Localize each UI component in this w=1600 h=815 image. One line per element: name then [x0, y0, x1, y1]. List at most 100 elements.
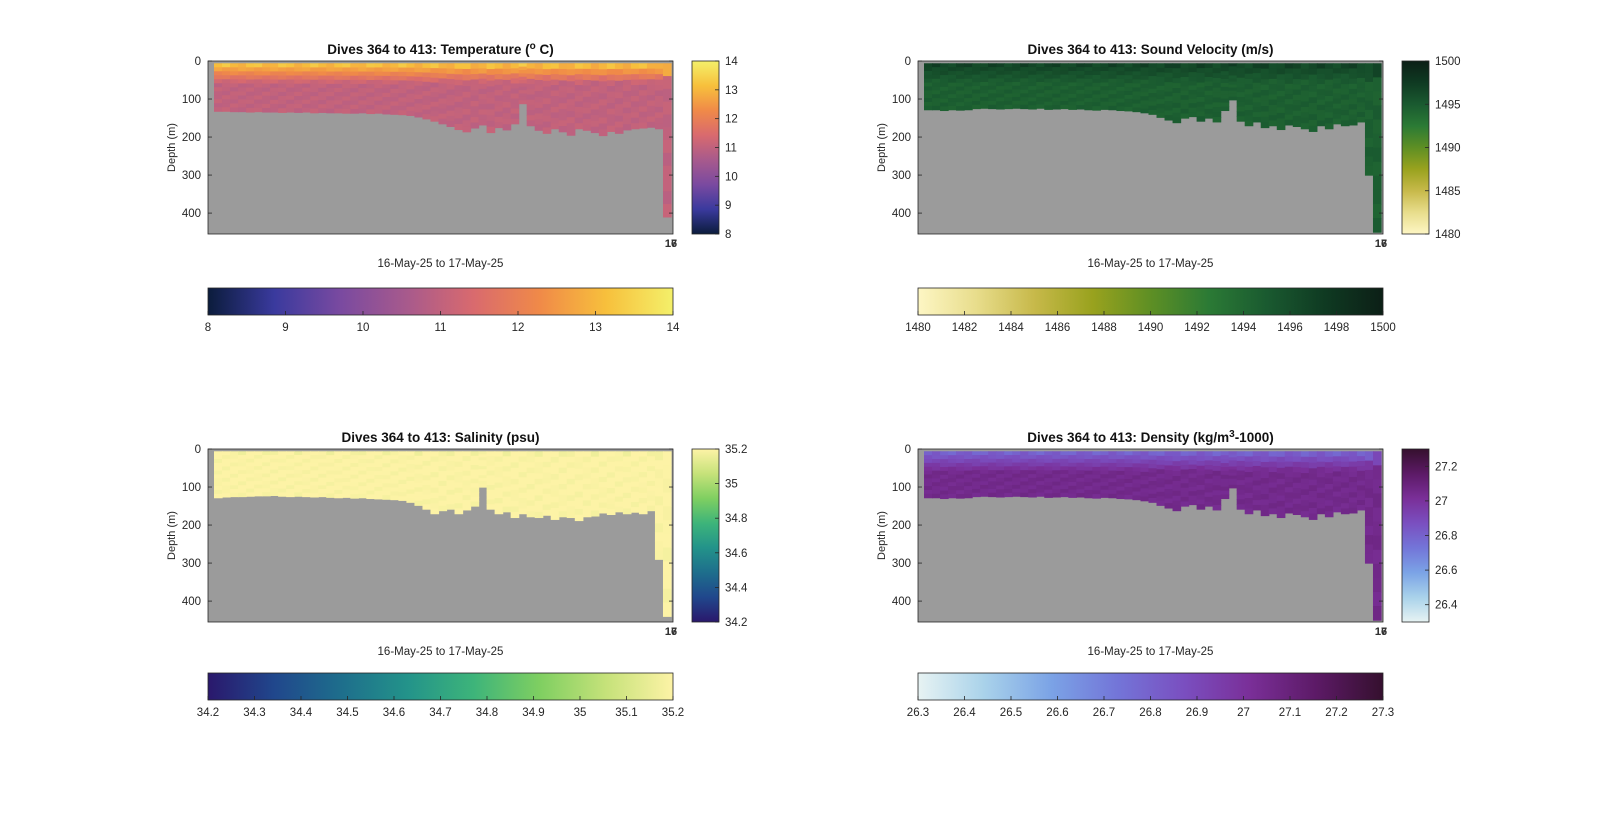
profile-cell	[1044, 481, 1053, 487]
profile-cell	[1332, 78, 1342, 85]
profile-cell	[622, 503, 632, 510]
profile-cell	[948, 459, 957, 464]
profile-cell	[1332, 471, 1342, 478]
profile-cell	[1220, 451, 1230, 456]
profile-cell	[1252, 77, 1262, 84]
profile-cell	[398, 93, 408, 99]
profile-cell	[1148, 497, 1158, 503]
profile-cell	[924, 493, 933, 499]
profile-cell	[1060, 451, 1069, 456]
profile-cell	[1252, 73, 1262, 79]
profile-cell	[550, 74, 560, 81]
profile-cell	[1204, 63, 1214, 69]
profile-cell	[1308, 74, 1318, 81]
profile-cell	[1148, 80, 1158, 86]
profile-cell	[358, 474, 367, 479]
profile-cell	[302, 83, 311, 89]
profile-cell	[366, 494, 375, 500]
profile-cell	[1204, 483, 1214, 489]
profile-cell	[1188, 67, 1198, 73]
profile-cell	[270, 488, 279, 493]
profile-cell	[1276, 90, 1286, 97]
profile-cell	[598, 482, 608, 488]
profile-cell	[1340, 461, 1350, 468]
profile-cell	[350, 478, 359, 484]
profile-cell	[1260, 73, 1270, 80]
profile-cell	[1188, 460, 1198, 466]
profile-cell	[606, 456, 616, 463]
profile-cell	[246, 63, 255, 68]
profile-cell	[422, 63, 432, 69]
profile-cell	[558, 86, 568, 93]
profile-cell	[1076, 493, 1085, 498]
profile-cell	[964, 451, 973, 456]
profile-cell	[1164, 115, 1174, 121]
profile-cell	[980, 70, 989, 76]
profile-cell	[1028, 89, 1037, 95]
profile-cell	[1236, 101, 1246, 108]
profile-cell	[932, 90, 941, 95]
profile-cell	[542, 509, 552, 516]
profile-cell	[366, 467, 375, 472]
profile-cell	[310, 462, 319, 468]
profile-cell	[940, 482, 949, 488]
profile-cell	[1340, 110, 1350, 116]
profile-cell	[1188, 72, 1198, 78]
profile-cell	[1324, 95, 1334, 103]
profile-cell	[1124, 106, 1134, 112]
profile-cell	[1332, 83, 1342, 90]
profile-cell	[1348, 73, 1358, 80]
profile-cell	[374, 455, 383, 460]
profile-cell	[270, 83, 279, 89]
profile-cell	[1148, 476, 1158, 482]
profile-cell	[1204, 72, 1214, 78]
profile-cell	[1036, 93, 1045, 98]
profile-cell	[1260, 95, 1270, 102]
profile-cell	[1180, 501, 1190, 507]
profile-cell	[534, 102, 544, 109]
profile-cell	[1260, 106, 1270, 113]
profile-cell	[390, 487, 400, 493]
profile-cell	[270, 95, 279, 101]
profile-cell	[646, 105, 656, 112]
profile-cell	[1324, 451, 1334, 458]
profile-cell	[1036, 484, 1045, 490]
profile-cell	[462, 74, 472, 81]
profile-cell	[1028, 67, 1037, 72]
profile-cell	[406, 76, 416, 82]
profile-cell	[1132, 467, 1142, 472]
profile-cell	[1132, 95, 1142, 101]
profile-cell	[606, 488, 616, 494]
profile-cell	[1108, 82, 1118, 88]
profile-cell	[662, 191, 672, 205]
profile-cell	[366, 482, 375, 488]
profile-cell	[414, 94, 424, 100]
profile-cell	[1116, 490, 1126, 496]
profile-cell	[988, 78, 997, 83]
profile-cell	[542, 127, 552, 134]
profile-cell	[646, 485, 656, 492]
profile-cell	[1284, 456, 1294, 463]
profile-cell	[1364, 469, 1374, 480]
profile-cell	[494, 456, 504, 463]
profile-cell	[454, 63, 464, 70]
profile-cell	[214, 459, 223, 464]
profile-cell	[566, 456, 576, 463]
profile-cell	[462, 456, 472, 462]
profile-cell	[478, 109, 488, 116]
profile-cell	[334, 83, 343, 89]
profile-cell	[462, 461, 472, 467]
profile-cell	[302, 107, 311, 113]
profile-cell	[350, 104, 359, 110]
profile-cell	[366, 67, 375, 73]
profile-cell	[1260, 79, 1270, 86]
profile-cell	[1252, 485, 1262, 491]
bottom-colorbar-label: 35	[574, 707, 587, 719]
profile-cell	[932, 67, 941, 72]
profile-cell	[1252, 475, 1262, 482]
profile-cell	[940, 75, 949, 80]
profile-cell	[326, 75, 335, 81]
profile-cell	[1196, 96, 1206, 103]
profile-cell	[1220, 63, 1230, 68]
profile-cell	[342, 79, 351, 85]
